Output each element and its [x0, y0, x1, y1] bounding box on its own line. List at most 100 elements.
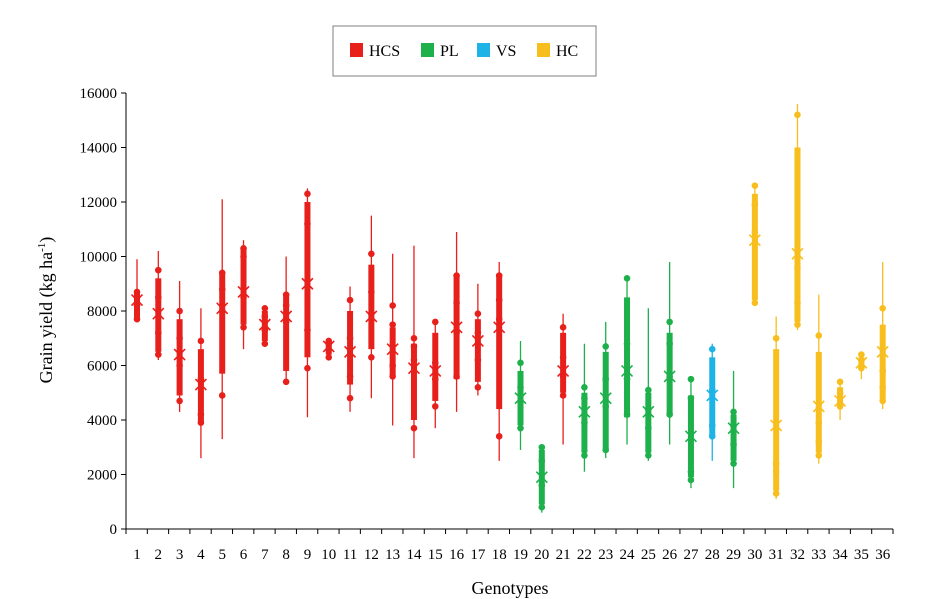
x-tick-label: 33	[811, 547, 826, 563]
genotype-box	[855, 351, 868, 380]
data-point	[261, 313, 269, 320]
mean-marker	[407, 362, 421, 375]
data-point	[772, 334, 780, 342]
mean-marker	[194, 378, 207, 391]
data-point	[474, 384, 482, 391]
data-point	[517, 424, 524, 432]
x-tick-label: 6	[240, 547, 248, 563]
genotype-box	[130, 259, 144, 323]
box	[474, 319, 481, 382]
box	[624, 297, 631, 418]
genotype-box	[791, 103, 804, 331]
data-point	[389, 373, 396, 380]
box	[261, 311, 268, 341]
x-tick-label: 22	[577, 547, 592, 563]
x-tick-label: 29	[726, 547, 741, 563]
data-point	[581, 384, 588, 391]
box	[155, 278, 162, 352]
data-point	[474, 329, 482, 337]
data-point	[645, 452, 652, 459]
data-point	[645, 424, 652, 432]
data-point	[346, 373, 354, 380]
data-point	[431, 318, 439, 326]
data-point	[815, 419, 823, 427]
mean-marker	[322, 340, 335, 353]
data-point	[602, 343, 610, 350]
x-tick-label: 31	[769, 547, 784, 563]
genotype-box	[173, 281, 186, 412]
x-tick-label: 24	[620, 547, 636, 563]
y-tick-label: 8000	[87, 304, 117, 320]
data-point	[858, 351, 865, 358]
data-point	[666, 318, 673, 326]
mean-marker	[791, 247, 804, 260]
mean-marker	[386, 343, 399, 356]
genotype-box	[748, 182, 761, 307]
data-point	[538, 503, 546, 511]
data-point	[751, 299, 759, 307]
data-point	[155, 266, 162, 274]
box	[368, 264, 375, 350]
box	[410, 343, 417, 420]
mean-marker	[365, 310, 378, 323]
data-point	[176, 397, 183, 405]
data-point	[261, 340, 269, 348]
data-point	[730, 460, 737, 467]
genotype-box	[535, 443, 548, 513]
data-point	[368, 354, 375, 361]
genotype-box	[578, 343, 591, 472]
data-point	[453, 272, 460, 279]
genotype-box	[322, 337, 335, 361]
legend-swatch	[537, 43, 550, 57]
data-point	[197, 411, 205, 418]
y-tick-label: 16000	[80, 86, 118, 102]
data-point	[794, 111, 801, 119]
mean-marker	[684, 430, 698, 443]
data-point	[240, 324, 247, 331]
data-point	[325, 354, 333, 361]
data-point	[559, 392, 567, 399]
data-point	[346, 334, 354, 342]
data-point	[879, 304, 886, 312]
data-point	[431, 375, 439, 383]
data-point	[155, 351, 162, 358]
mean-marker	[450, 321, 463, 334]
data-point	[602, 375, 610, 383]
data-point	[581, 394, 588, 402]
data-point	[197, 419, 205, 427]
data-point	[538, 457, 546, 465]
genotype-box	[727, 370, 740, 489]
genotype-box	[407, 245, 421, 459]
y-tick-label: 0	[110, 522, 118, 538]
genotype-box	[599, 321, 612, 459]
data-point	[751, 201, 759, 209]
data-point	[836, 378, 844, 386]
genotype-box	[450, 231, 463, 412]
x-tick-label: 32	[790, 547, 805, 563]
data-point	[794, 299, 801, 307]
x-tick-label: 36	[875, 547, 891, 563]
genotype-box	[620, 275, 634, 445]
data-point	[751, 228, 759, 236]
mean-marker	[237, 285, 250, 298]
data-point	[218, 269, 226, 277]
data-point	[517, 359, 524, 367]
data-point	[708, 386, 716, 394]
box	[815, 351, 822, 453]
genotype-box	[365, 215, 378, 399]
data-point	[368, 288, 375, 296]
genotype-box	[258, 304, 271, 348]
plot-area	[130, 103, 889, 513]
genotype-box	[152, 251, 165, 361]
genotype-box	[812, 294, 825, 464]
data-point	[431, 359, 439, 367]
x-tick-label: 30	[747, 547, 762, 563]
data-point	[794, 321, 801, 328]
data-point	[133, 302, 141, 309]
data-point	[623, 411, 631, 418]
data-point	[346, 394, 354, 402]
data-point	[410, 343, 418, 350]
data-point	[410, 334, 418, 342]
data-point	[794, 264, 801, 271]
legend-swatch	[350, 43, 363, 57]
